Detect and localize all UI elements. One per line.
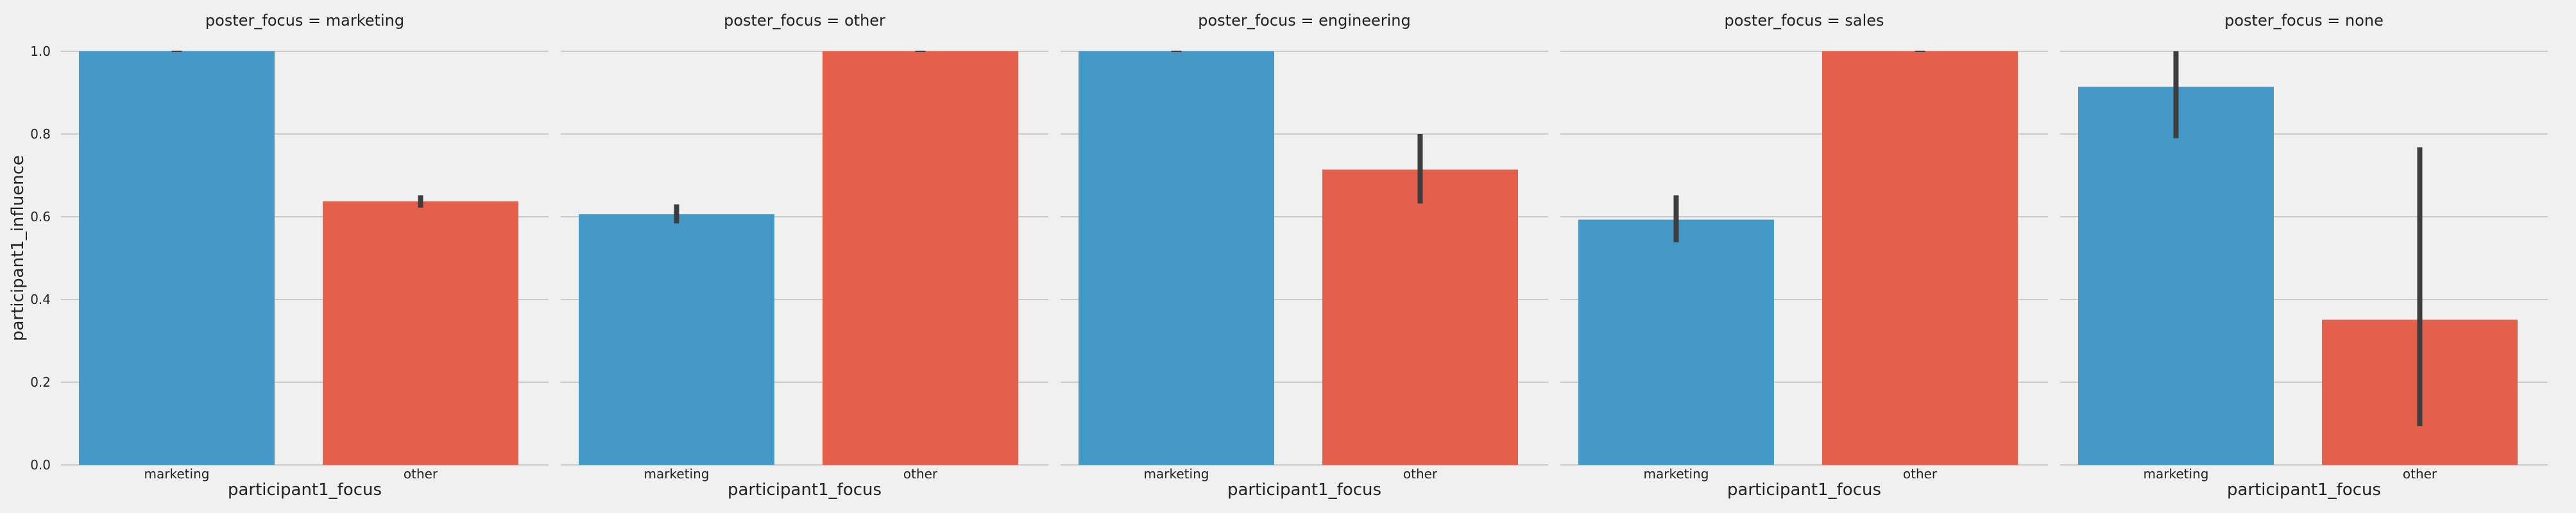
bar (79, 51, 275, 465)
panel-title: poster_focus = engineering (1198, 12, 1410, 29)
y-axis-label: participant1_influence (8, 155, 28, 341)
bar (579, 214, 774, 465)
x-tick-label: marketing (1644, 466, 1709, 482)
x-tick-label: marketing (144, 466, 210, 482)
x-tick-label: marketing (644, 466, 710, 482)
facet-panel: poster_focus = marketing 0.0 0.2 0.4 0.6 0.8 1… (30, 12, 549, 500)
panel-title: poster_focus = other (724, 12, 885, 29)
x-axis-label: participant1_focus (728, 480, 882, 500)
bar (1322, 169, 1518, 465)
facet-panel: poster_focus = other marketing other partic… (561, 12, 1048, 500)
facet-panel: poster_focus = engineering marketing other… (1061, 12, 1548, 500)
x-tick-label: other (404, 466, 438, 482)
x-axis-label: participant1_focus (1227, 480, 1381, 500)
x-tick-label: other (2403, 466, 2437, 482)
x-tick-label: marketing (2144, 466, 2209, 482)
x-axis-label: participant1_focus (2227, 480, 2381, 500)
facet-panel: poster_focus = sales marketing other partic… (1560, 12, 2048, 500)
y-tick-label: 0.8 (30, 126, 51, 142)
bar (1822, 51, 2018, 465)
panel-title: poster_focus = marketing (205, 12, 404, 29)
panel-title: poster_focus = none (2224, 12, 2384, 29)
bar (2078, 87, 2274, 466)
bar (1578, 219, 1774, 465)
y-tick-label: 0.4 (30, 292, 51, 307)
x-tick-label: other (1403, 466, 1438, 482)
x-tick-label: other (903, 466, 938, 482)
bar (1079, 51, 1274, 465)
bar (823, 51, 1018, 465)
panel-title: poster_focus = sales (1724, 12, 1884, 29)
facet-panel: poster_focus = none marketing other partici… (2060, 12, 2548, 500)
bar (323, 201, 518, 465)
x-tick-label: other (1903, 466, 1938, 482)
y-tick-label: 0.2 (30, 374, 51, 390)
y-tick-label: 0.0 (30, 457, 51, 473)
y-tick-label: 0.6 (30, 209, 51, 224)
x-axis-label: participant1_focus (1727, 480, 1881, 500)
x-axis-label: participant1_focus (228, 480, 382, 500)
y-tick-label: 1.0 (30, 44, 51, 59)
x-tick-label: marketing (1144, 466, 1209, 482)
